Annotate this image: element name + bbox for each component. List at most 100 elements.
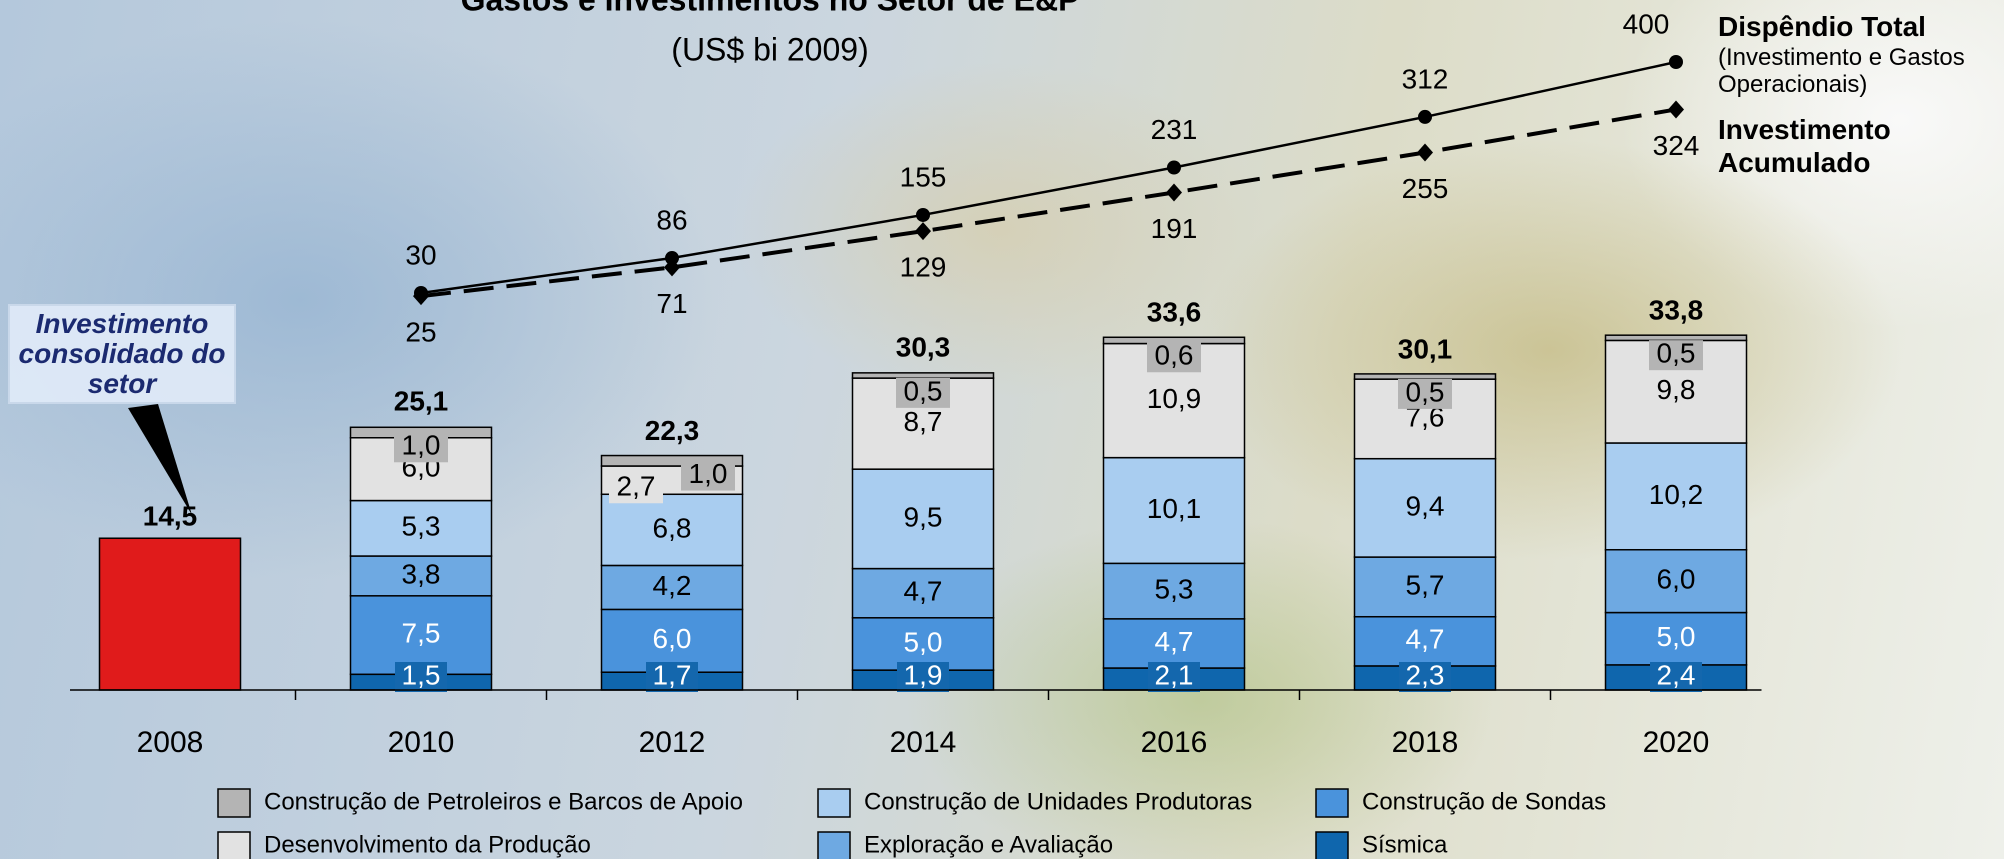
segment-label: 0,5: [1406, 376, 1445, 407]
total-label: 30,1: [1398, 333, 1453, 364]
segment-label: 5,0: [904, 626, 943, 657]
x-tick-label: 2016: [1141, 726, 1208, 759]
legend-swatch: [817, 788, 851, 818]
line-marker: [1418, 109, 1432, 124]
line-marker: [1669, 55, 1683, 69]
x-tick-label: 2010: [388, 726, 455, 759]
line-label: 324: [1653, 130, 1700, 161]
bar-segment: [1604, 548, 1748, 614]
bar-label: 14,5: [143, 501, 198, 532]
label-box: [395, 662, 447, 692]
segment-label: 10,1: [1147, 493, 1202, 524]
line-marker: [1417, 143, 1433, 162]
line-label: 155: [900, 161, 947, 192]
line-label: 400: [1623, 8, 1670, 39]
segment-label: 5,3: [402, 511, 441, 542]
segment-label: 4,7: [904, 576, 943, 607]
total-label: 30,3: [896, 331, 951, 362]
bar-segment: [1102, 618, 1246, 669]
legend-label: Desenvolvimento da Produção: [264, 831, 591, 858]
line-marker: [665, 251, 679, 266]
legend-label: Construção de Unidades Produtoras: [864, 788, 1252, 815]
x-tick-label: 2020: [1643, 726, 1710, 759]
segment-label: 2,3: [1406, 659, 1445, 690]
total-label: 22,3: [645, 415, 700, 446]
callout-pointer: [128, 404, 192, 515]
segment-label: 6,8: [653, 512, 692, 543]
line-marker: [915, 222, 931, 241]
segment-label: 1,9: [904, 659, 943, 690]
line-label: 312: [1402, 63, 1449, 94]
bar-segment: [600, 493, 744, 567]
legend-swatch: [1315, 788, 1349, 818]
label-box: [897, 662, 949, 692]
legend-swatch: [217, 788, 251, 818]
bar-segment: [851, 468, 995, 570]
label-box: [896, 377, 950, 408]
chart-subtitle: (US$ bi 2009): [671, 31, 868, 67]
x-tick-label: 2018: [1392, 726, 1459, 759]
segment-label: 2,7: [617, 471, 656, 502]
label-box: [1399, 662, 1451, 692]
legend-swatch: [217, 831, 251, 859]
legend-label: Construção de Petroleiros e Barcos de Ap…: [264, 788, 743, 815]
label-box: [1650, 662, 1702, 692]
label-box: [681, 460, 735, 491]
callout-label: Investimento consolidado do setor: [8, 304, 236, 404]
segment-label: 1,7: [653, 659, 692, 690]
bar-segment: [1353, 556, 1497, 618]
line-label: 25: [405, 316, 436, 347]
x-tick-label: 2008: [137, 726, 204, 759]
segment-label: 8,7: [904, 406, 943, 437]
segment-label: 9,4: [1406, 490, 1445, 521]
bar-segment: [600, 454, 744, 467]
segment-label: 7,5: [402, 617, 441, 648]
line-label: 129: [900, 252, 947, 283]
bar-segment: [1353, 615, 1497, 667]
legend-label: Exploração e Avaliação: [864, 831, 1113, 858]
bar-segment: [98, 537, 242, 691]
segment-label: 3,8: [402, 558, 441, 589]
segment-label: 6,0: [653, 623, 692, 654]
x-tick-label: 2014: [890, 726, 957, 759]
legend-label: Sísmica: [1362, 831, 1448, 858]
total-label: 25,1: [394, 386, 449, 417]
label-box: [1649, 340, 1703, 371]
bar-segment: [349, 499, 493, 557]
segment-label: 5,3: [1155, 573, 1194, 604]
bar-segment: [851, 617, 995, 671]
bar-segment: [349, 437, 493, 502]
legend-label: Construção de Sondas: [1362, 788, 1606, 815]
segment-label: 1,0: [402, 430, 441, 461]
line-marker: [1167, 160, 1181, 175]
segment-label: 2,4: [1657, 659, 1696, 690]
bar-segment: [1102, 456, 1246, 565]
legend-swatch: [1315, 831, 1349, 859]
segment-label: 1,5: [402, 659, 441, 690]
bar-segment: [851, 567, 995, 619]
bar-segment: [1353, 457, 1497, 558]
line-label: 86: [656, 204, 687, 235]
total-label: 33,6: [1147, 297, 1202, 328]
segment-label: 9,5: [904, 501, 943, 532]
bar-segment: [1604, 611, 1748, 666]
segment-label: 0,5: [1657, 338, 1696, 369]
line-label: 71: [656, 288, 687, 319]
line-marker: [1166, 183, 1182, 202]
x-tick-label: 2012: [639, 726, 706, 759]
label-box: [394, 432, 448, 463]
line-legend-title: Dispêndio Total: [1718, 11, 1926, 42]
chart-title: Gastos e Investimentos no Setor de E&P: [461, 0, 1080, 17]
segment-label: 6,0: [1657, 564, 1696, 595]
label-box: [609, 473, 663, 504]
segment-label: 0,5: [904, 375, 943, 406]
segment-label: 1,0: [689, 458, 728, 489]
line-label: 255: [1402, 173, 1449, 204]
segment-label: 4,7: [1406, 624, 1445, 655]
label-box: [1147, 342, 1201, 373]
segment-label: 5,7: [1406, 569, 1445, 600]
segment-label: 9,8: [1657, 374, 1696, 405]
total-label: 33,8: [1649, 295, 1704, 326]
line-legend-title: Investimento Acumulado: [1718, 114, 1891, 178]
